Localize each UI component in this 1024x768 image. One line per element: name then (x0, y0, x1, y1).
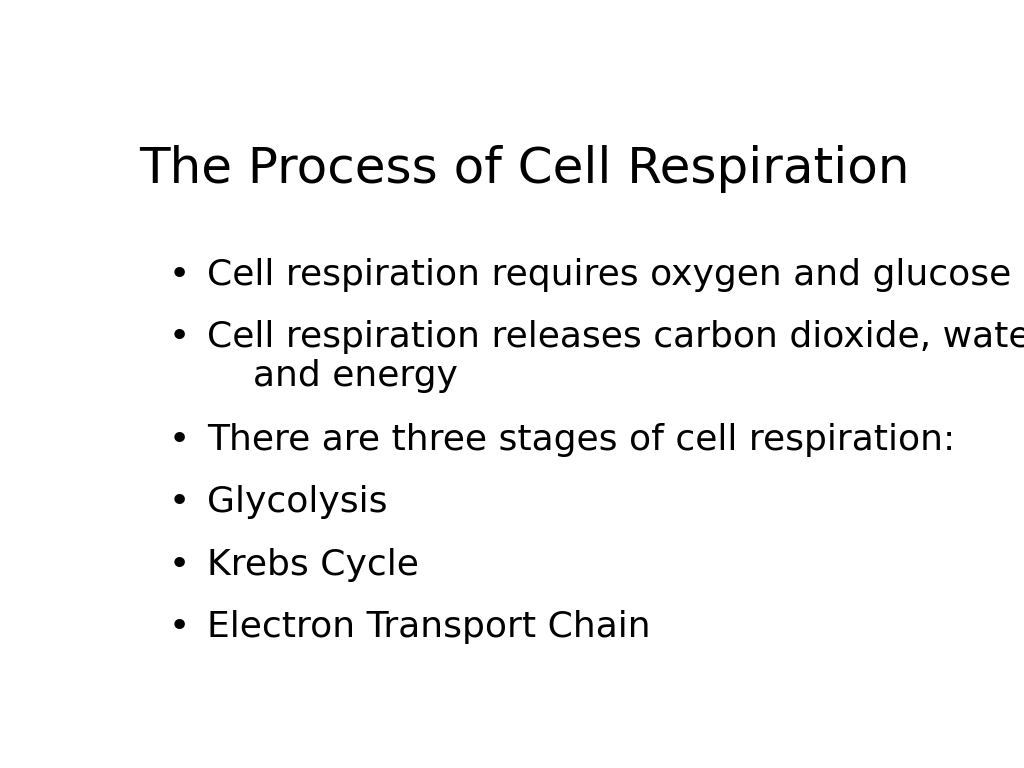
Text: Cell respiration requires oxygen and glucose: Cell respiration requires oxygen and glu… (207, 258, 1012, 292)
Text: Krebs Cycle: Krebs Cycle (207, 548, 419, 581)
Text: •: • (169, 548, 190, 581)
Text: Glycolysis: Glycolysis (207, 485, 388, 519)
Text: Electron Transport Chain: Electron Transport Chain (207, 610, 651, 644)
Text: •: • (169, 485, 190, 519)
Text: •: • (169, 258, 190, 292)
Text: There are three stages of cell respiration:: There are three stages of cell respirati… (207, 423, 955, 457)
Text: •: • (169, 423, 190, 457)
Text: The Process of Cell Respiration: The Process of Cell Respiration (139, 145, 910, 194)
Text: Cell respiration releases carbon dioxide, water
    and energy: Cell respiration releases carbon dioxide… (207, 319, 1024, 393)
Text: •: • (169, 610, 190, 644)
Text: •: • (169, 319, 190, 354)
